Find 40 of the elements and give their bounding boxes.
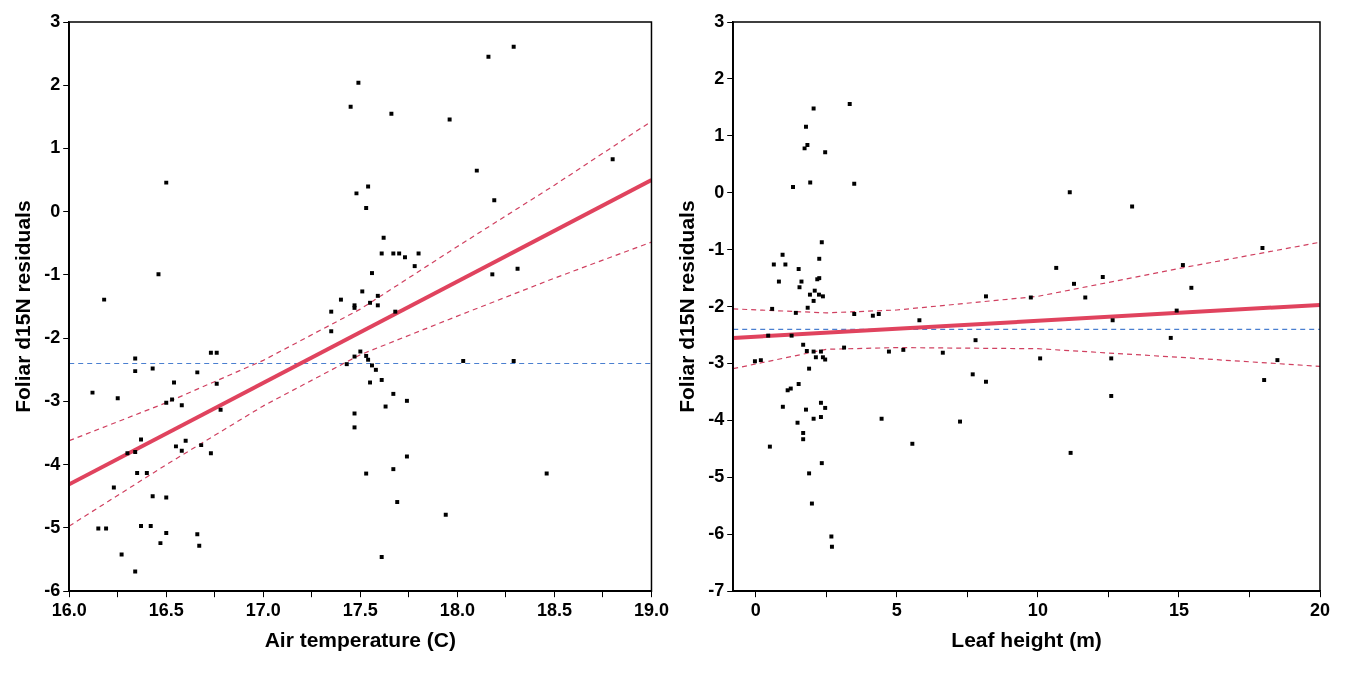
x-tick-label: 18.5: [536, 599, 572, 620]
y-tick-label: -6: [44, 580, 61, 601]
x-axis-title: Air temperature (C): [264, 628, 457, 652]
y-tick-label: -3: [708, 352, 725, 373]
line-series: [69, 241, 652, 527]
y-axis-title: Foliar d15N residuals: [11, 200, 35, 413]
y-tick-label: -4: [44, 453, 61, 474]
y-tick-label: 3: [714, 10, 725, 31]
line-series: [733, 241, 1320, 314]
y-tick-label: 1: [50, 137, 61, 158]
y-tick-label: -6: [708, 523, 725, 544]
x-tick-label: 16.5: [148, 599, 184, 620]
x-tick-label: 17.0: [245, 599, 281, 620]
x-tick-label: 10: [1027, 599, 1048, 620]
x-tick-label: 17.5: [342, 599, 378, 620]
y-tick-label: -2: [708, 295, 725, 316]
x-tick-label: 19.0: [633, 599, 670, 620]
x-tick-label: 5: [891, 599, 902, 620]
x-tick-label: 0: [750, 599, 761, 620]
y-tick-label: 1: [714, 124, 725, 145]
y-tick-label: 2: [50, 74, 61, 95]
x-tick-label: 15: [1168, 599, 1189, 620]
y-tick-label: -1: [44, 263, 61, 284]
y-axis-title: Foliar d15N residuals: [675, 200, 699, 413]
y-tick-label: -5: [708, 466, 725, 487]
y-tick-label: -7: [708, 580, 725, 601]
line-series: [733, 346, 1320, 370]
x-tick-label: 18.0: [439, 599, 475, 620]
y-tick-label: 0: [50, 200, 61, 221]
y-tick-label: 0: [714, 181, 725, 202]
y-tick-label: -1: [708, 238, 725, 259]
x-axis-title: Leaf height (m): [951, 628, 1102, 652]
y-tick-label: -2: [44, 327, 61, 348]
y-tick-label: 3: [50, 10, 61, 31]
y-tick-label: -5: [44, 516, 61, 537]
x-tick-label: 20: [1309, 599, 1331, 620]
x-tick-label: 16.0: [51, 599, 87, 620]
y-tick-label: 2: [714, 67, 725, 88]
y-tick-label: -3: [44, 390, 61, 411]
y-tick-label: -4: [708, 409, 725, 430]
